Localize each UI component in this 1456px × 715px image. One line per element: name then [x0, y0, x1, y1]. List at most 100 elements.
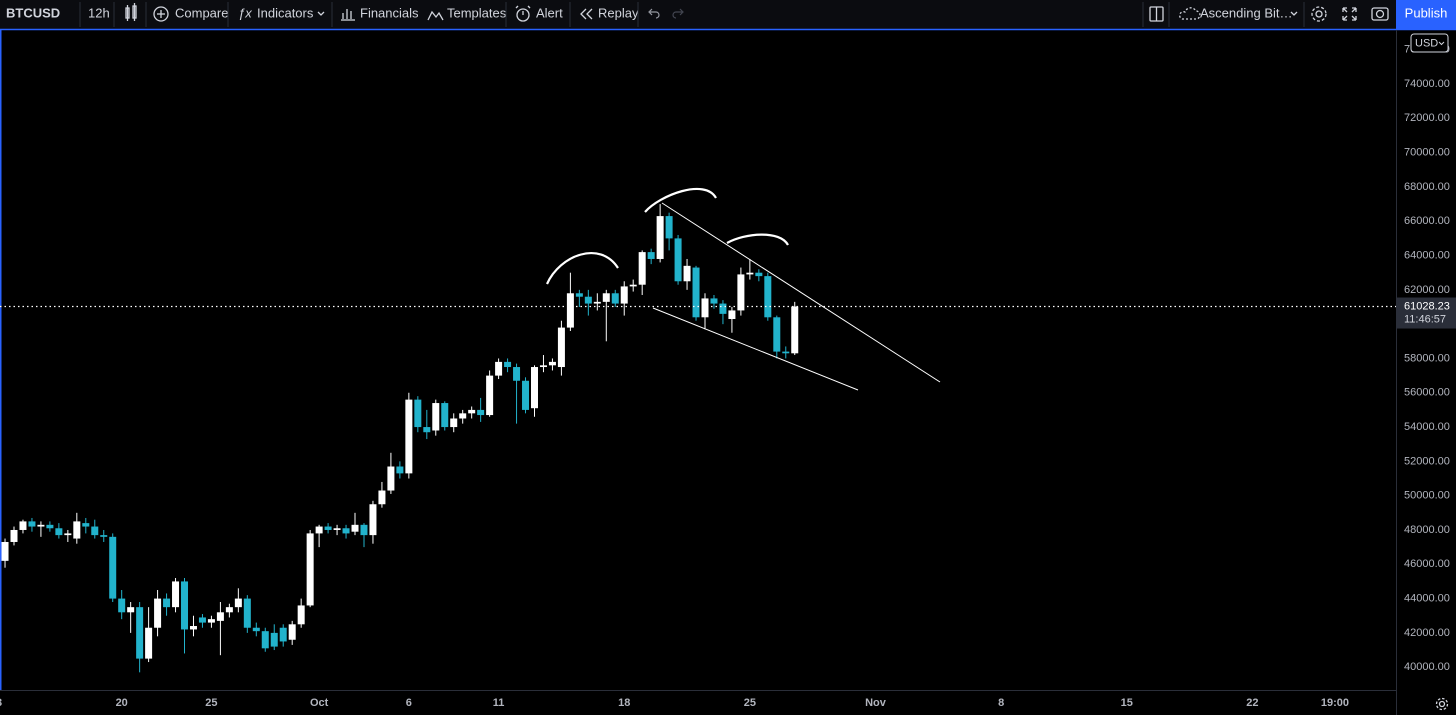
templates-icon[interactable]: [427, 10, 444, 21]
candle-body: [477, 409, 485, 416]
candle-body: [297, 605, 305, 625]
candle-body: [656, 216, 664, 259]
candle-body: [414, 399, 422, 428]
financials-button[interactable]: Financials: [360, 5, 419, 20]
candle-body: [620, 286, 628, 304]
y-tick-label: 42000.00: [1404, 627, 1450, 639]
axis-settings-icon[interactable]: [1435, 697, 1449, 711]
alert-button[interactable]: Alert: [536, 5, 563, 20]
alert-icon[interactable]: [515, 5, 531, 22]
last-price-label: 61028.23: [1404, 300, 1450, 312]
drawings: [545, 187, 941, 391]
candle-body: [495, 361, 503, 376]
candle-body: [145, 627, 153, 659]
currency-caret[interactable]: [1438, 41, 1445, 46]
undo-icon[interactable]: [648, 8, 660, 19]
settings-icon[interactable]: [1311, 6, 1327, 22]
trend-line[interactable]: [661, 202, 941, 383]
candle-body: [360, 524, 368, 536]
candle-body: [629, 284, 637, 287]
candle-body: [216, 612, 224, 621]
redo-icon[interactable]: [672, 8, 684, 19]
candle-body: [459, 413, 467, 419]
y-tick-label: 48000.00: [1404, 524, 1450, 536]
candle-body: [647, 252, 655, 259]
publish-button-bg[interactable]: [1396, 0, 1456, 29]
y-tick-label: 46000.00: [1404, 558, 1450, 570]
cloud-icon[interactable]: [1179, 7, 1201, 20]
compare-button[interactable]: Compare: [175, 5, 228, 20]
y-tick-label: 44000.00: [1404, 592, 1450, 604]
candle-body: [773, 317, 781, 352]
candle-body: [46, 524, 54, 529]
replay-icon[interactable]: [580, 8, 593, 20]
brush-arc[interactable]: [545, 252, 619, 285]
candle-body: [154, 598, 162, 628]
candle-body: [351, 524, 359, 532]
layout-icon[interactable]: [1149, 6, 1164, 22]
candle-body: [423, 427, 431, 433]
x-tick-label: 18: [618, 697, 630, 709]
candle-body: [746, 272, 754, 275]
candle-body: [55, 528, 63, 536]
candle-body: [73, 521, 81, 539]
chart-style-icon[interactable]: [125, 3, 137, 21]
candle-body: [181, 581, 189, 630]
candle-body: [710, 298, 718, 304]
y-tick-label: 64000.00: [1404, 249, 1450, 261]
candle-body: [387, 466, 395, 491]
candle-body: [261, 631, 269, 649]
candle-body: [127, 607, 135, 613]
templates-button[interactable]: Templates: [447, 5, 507, 20]
indicators-caret[interactable]: [317, 11, 325, 16]
layout-caret[interactable]: [1290, 11, 1298, 16]
candle-body: [755, 272, 763, 277]
candle-body: [513, 367, 521, 381]
trend-line[interactable]: [652, 307, 859, 391]
layout-name[interactable]: Ascending Bit…: [1200, 5, 1293, 20]
candle-body: [207, 619, 215, 623]
candle-body: [306, 533, 314, 606]
candle-body: [100, 535, 108, 537]
candle-body: [566, 293, 574, 328]
x-tick-label: 11: [493, 697, 505, 709]
candle-body: [315, 526, 323, 534]
x-tick-label: 6: [406, 697, 412, 709]
candle-body: [522, 380, 530, 410]
candle-body: [91, 526, 99, 536]
currency-button-bg[interactable]: [1410, 33, 1449, 53]
candle-body: [737, 274, 745, 311]
candle-body: [441, 403, 449, 428]
snapshot-icon[interactable]: [1371, 7, 1389, 21]
candle-body: [243, 598, 251, 628]
fullscreen-icon[interactable]: [1342, 7, 1357, 21]
indicators-icon[interactable]: ƒx: [238, 5, 252, 20]
candle-body: [37, 524, 45, 527]
currency-button[interactable]: USD: [1415, 37, 1438, 49]
countdown-label: 11:46:57: [1404, 313, 1446, 325]
candle-body: [683, 265, 691, 282]
candle-body: [486, 375, 494, 416]
candle-body: [19, 521, 27, 530]
candle-body: [396, 466, 404, 474]
candle-body: [692, 267, 700, 318]
candle-body: [252, 627, 260, 632]
interval[interactable]: 12h: [88, 5, 110, 20]
financials-icon[interactable]: [341, 9, 355, 21]
plot-area: [1, 204, 799, 673]
indicators-button[interactable]: Indicators: [257, 5, 314, 20]
candle-body: [324, 526, 332, 530]
compare-icon[interactable]: [153, 6, 169, 22]
candle-body: [369, 504, 377, 536]
brush-arc[interactable]: [726, 233, 789, 246]
brush-arc[interactable]: [644, 187, 717, 213]
candle-body: [791, 306, 799, 354]
candle-body: [782, 351, 790, 354]
replay-button[interactable]: Replay: [598, 5, 639, 20]
symbol[interactable]: BTCUSD: [6, 5, 60, 20]
x-tick-label: Oct: [310, 697, 329, 709]
y-tick-label: 40000.00: [1404, 661, 1450, 673]
publish-button[interactable]: Publish: [1405, 5, 1448, 20]
candle-body: [82, 523, 90, 527]
y-tick-label: 72000.00: [1404, 112, 1450, 124]
